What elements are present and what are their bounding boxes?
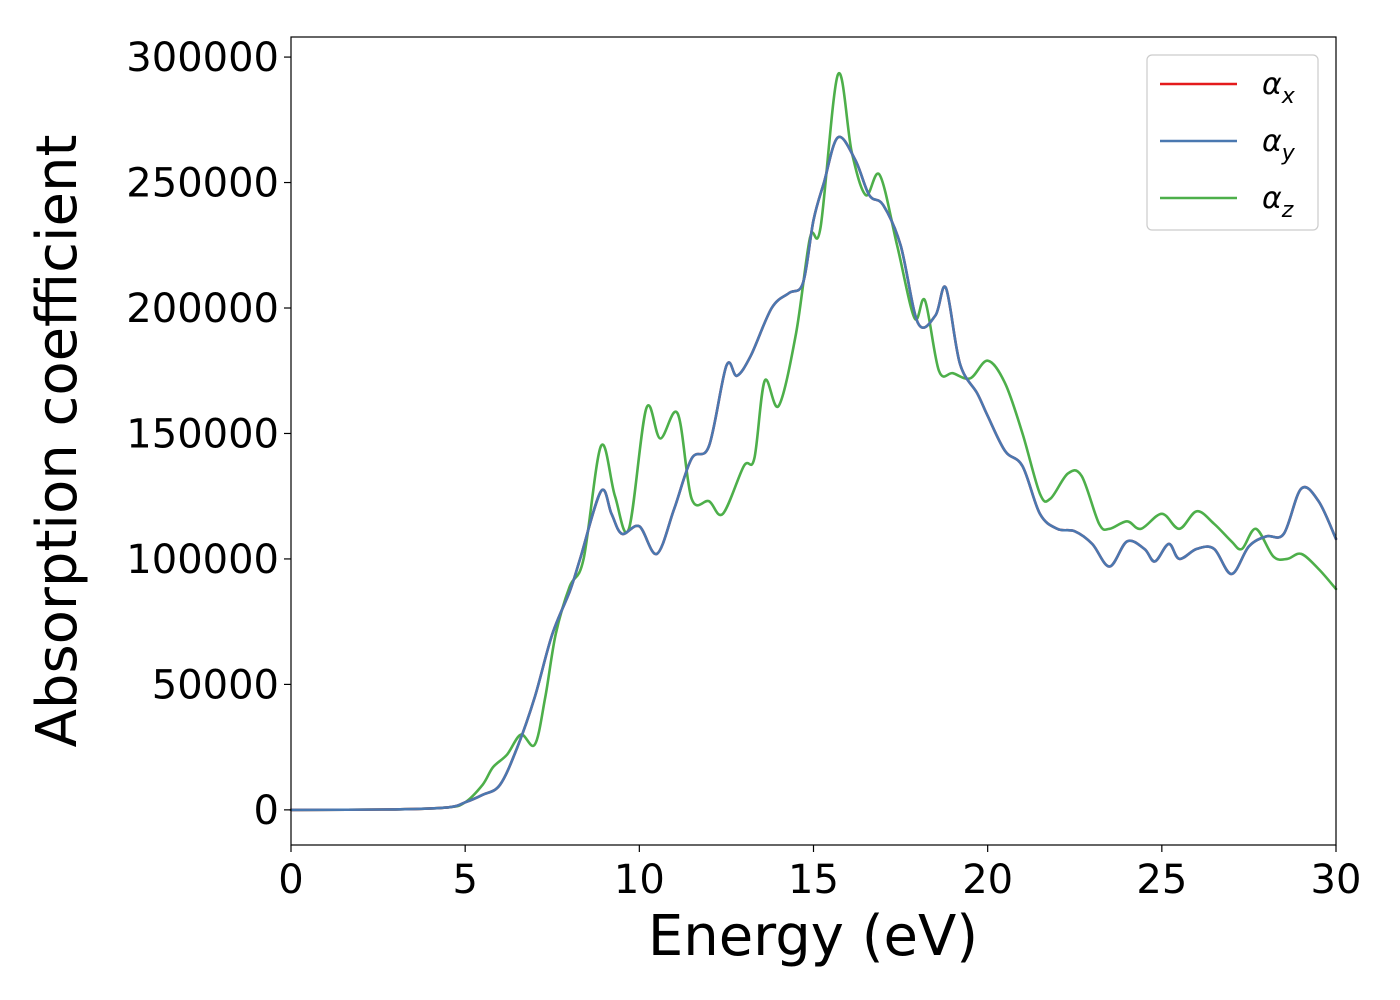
- y-tick-label: 50000: [152, 662, 279, 708]
- y-tick-label: 250000: [126, 161, 279, 207]
- x-axis-ticks: 0 5 10 15 20 25 30: [278, 845, 1361, 903]
- legend-label-z: αz: [1262, 181, 1294, 223]
- x-axis-title: Energy (eV): [648, 904, 978, 969]
- y-tick-label: 200000: [126, 286, 279, 332]
- y-axis-title: Absorption coefficient: [25, 135, 90, 748]
- x-tick-label: 0: [278, 857, 303, 903]
- series-layer: [289, 71, 1338, 812]
- y-tick-label: 0: [254, 788, 279, 834]
- legend-label-y: αy: [1262, 124, 1296, 166]
- x-tick-label: 15: [788, 857, 839, 903]
- x-tick-label: 10: [614, 857, 665, 903]
- y-tick-label: 150000: [126, 411, 279, 457]
- legend-box: [1146, 54, 1319, 231]
- x-tick-label: 30: [1311, 857, 1362, 903]
- legend: αx αy αz: [1146, 54, 1319, 231]
- x-tick-label: 5: [452, 857, 477, 903]
- y-tick-label: 300000: [126, 35, 279, 81]
- y-tick-label: 100000: [126, 537, 279, 583]
- x-tick-label: 20: [962, 857, 1013, 903]
- legend-label-x: αx: [1262, 67, 1296, 109]
- y-axis-ticks: 0 50000 100000 150000 200000 250000 300000: [126, 35, 291, 834]
- x-tick-label: 25: [1136, 857, 1187, 903]
- series-line-y: [289, 135, 1338, 812]
